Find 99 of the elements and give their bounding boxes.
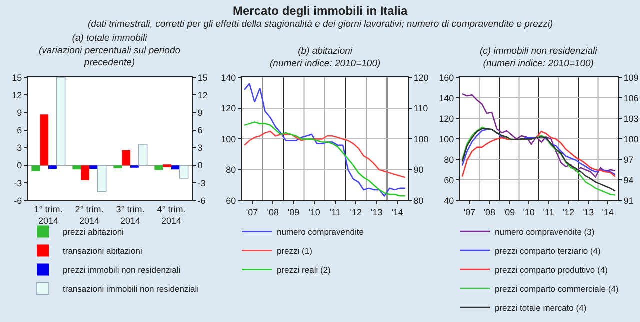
x-tick-label: 2° trim. 2014 — [75, 204, 104, 226]
y-tick-label: 0 — [17, 160, 22, 171]
x-tick-label: '10 — [308, 208, 320, 218]
chart-subtitle: (variazioni percentuali sul periodo precedente) — [39, 45, 181, 69]
bar — [138, 144, 148, 166]
x-tick-label: '07 — [464, 208, 476, 218]
y2-tick-label: 109 — [624, 72, 639, 83]
x-tick-label: '08 — [484, 208, 496, 218]
bar — [180, 165, 189, 179]
x-tick-label: '14 — [392, 208, 404, 218]
y-tick-label: 160 — [439, 72, 454, 83]
x-tick-label: '13 — [582, 208, 594, 218]
bar — [98, 165, 107, 192]
bar — [172, 166, 180, 170]
y-tick-label: -6 — [14, 196, 22, 206]
bar — [122, 150, 130, 166]
line-series — [244, 130, 406, 178]
x-tick-label: 4° trim. 2014 — [157, 204, 186, 226]
legend-label: numero compravendite — [277, 227, 364, 238]
y-tick-label: 15 — [12, 72, 22, 83]
x-tick-label: 1° trim. 2014 — [34, 204, 63, 226]
x-tick-label: '12 — [562, 208, 574, 218]
y-tick-label: 100 — [221, 134, 236, 144]
x-tick-label: '12 — [350, 208, 362, 218]
chart-subtitle: (numeri indice: 2010=100) — [483, 58, 594, 70]
y2-tick-label: 91 — [624, 196, 634, 206]
y-tick-label: 60 — [226, 196, 236, 206]
text: (dati trimestrali, corretti per gli effetti della stagionalità e dei giorni lavorativi; numero di compravendite e prezzi) — [88, 19, 554, 30]
y2-tick-label: 106 — [624, 93, 639, 104]
legend-label: prezzi comparto produttivo (4) — [495, 264, 608, 275]
y-tick-label: 6 — [17, 126, 22, 136]
legend-label: prezzi abitazioni — [63, 227, 124, 238]
legend-label: prezzi comparto commerciale (4) — [495, 284, 619, 294]
line-series — [244, 83, 406, 197]
legend-label: prezzi comparto terziario (4) — [495, 246, 601, 256]
line-series — [244, 122, 406, 197]
x-tick-label: '14 — [602, 208, 614, 218]
y-tick-label: 12 — [12, 90, 22, 100]
y2-tick-label: 94 — [624, 175, 634, 186]
x-tick-label: '09 — [503, 208, 516, 218]
y2-tick-label: 0 — [198, 160, 203, 171]
y-tick-label: 80 — [444, 154, 454, 165]
x-tick-label: '07 — [246, 208, 258, 218]
y2-tick-label: 80 — [414, 196, 424, 206]
y-tick-label: 80 — [226, 165, 236, 176]
y-tick-label: 60 — [444, 175, 454, 186]
legend-label: numero compravendite (3) — [495, 226, 595, 237]
y2-tick-label: 90 — [414, 165, 424, 176]
y2-tick-label: 100 — [624, 134, 639, 144]
y-tick-label: -3 — [14, 178, 22, 188]
y2-tick-label: 9 — [198, 108, 203, 118]
y2-tick-label: 12 — [198, 90, 208, 100]
x-tick-label: '13 — [370, 208, 383, 218]
text: Mercato degli immobili in Italia — [233, 4, 408, 18]
y2-tick-label: 103 — [624, 114, 639, 124]
y2-tick-label: -3 — [198, 178, 206, 188]
y-tick-label: 120 — [439, 114, 454, 124]
chart-subtitle: (numeri indice: 2010=100) — [270, 58, 381, 70]
bar — [90, 166, 98, 170]
chart-title: (c) immobili non residenziali — [480, 46, 598, 57]
legend-label: prezzi totale mercato (4) — [495, 302, 587, 313]
x-tick-label: '10 — [523, 208, 535, 218]
y-tick-label: 9 — [17, 108, 22, 118]
bar — [114, 166, 122, 168]
legend-label: transazioni abitazioni — [63, 246, 142, 256]
y-tick-label: 100 — [439, 134, 454, 144]
line-series — [462, 93, 616, 178]
y-tick-label: 3 — [17, 143, 22, 154]
bar — [72, 166, 82, 170]
y2-tick-label: 100 — [414, 134, 429, 144]
bar — [81, 166, 90, 180]
chart-title: (b) abitazioni — [298, 46, 354, 57]
x-tick-label: '11 — [543, 208, 554, 218]
bar — [163, 164, 172, 168]
legend-label: prezzi reali (2) — [277, 265, 332, 276]
x-tick-label: '09 — [288, 208, 300, 218]
y-tick-label: 140 — [221, 72, 236, 83]
y-tick-label: 120 — [221, 104, 236, 114]
y-tick-label: 140 — [439, 93, 454, 104]
y2-tick-label: 97 — [624, 154, 634, 165]
x-tick-label: '11 — [330, 208, 341, 218]
x-tick-label: 3° trim. 2014 — [116, 204, 145, 226]
chart-title: (a) totale immobili — [72, 33, 148, 44]
legend-label: prezzi (1) — [277, 246, 313, 256]
bar — [48, 166, 57, 170]
y2-tick-label: 6 — [198, 126, 203, 136]
y2-tick-label: 15 — [198, 72, 208, 83]
bar — [56, 78, 66, 166]
bar — [154, 166, 164, 170]
y2-tick-label: -6 — [198, 196, 206, 206]
legend-label: transazioni immobili non residenziali — [63, 284, 200, 294]
y-tick-label: 40 — [444, 196, 454, 206]
x-tick-label: '08 — [267, 208, 279, 218]
y2-tick-label: 110 — [414, 104, 428, 114]
bar — [40, 114, 48, 166]
y2-tick-label: 3 — [198, 143, 203, 154]
bar — [32, 166, 40, 172]
y2-tick-label: 120 — [414, 72, 429, 83]
legend-label: prezzi immobili non residenziali — [63, 265, 181, 276]
